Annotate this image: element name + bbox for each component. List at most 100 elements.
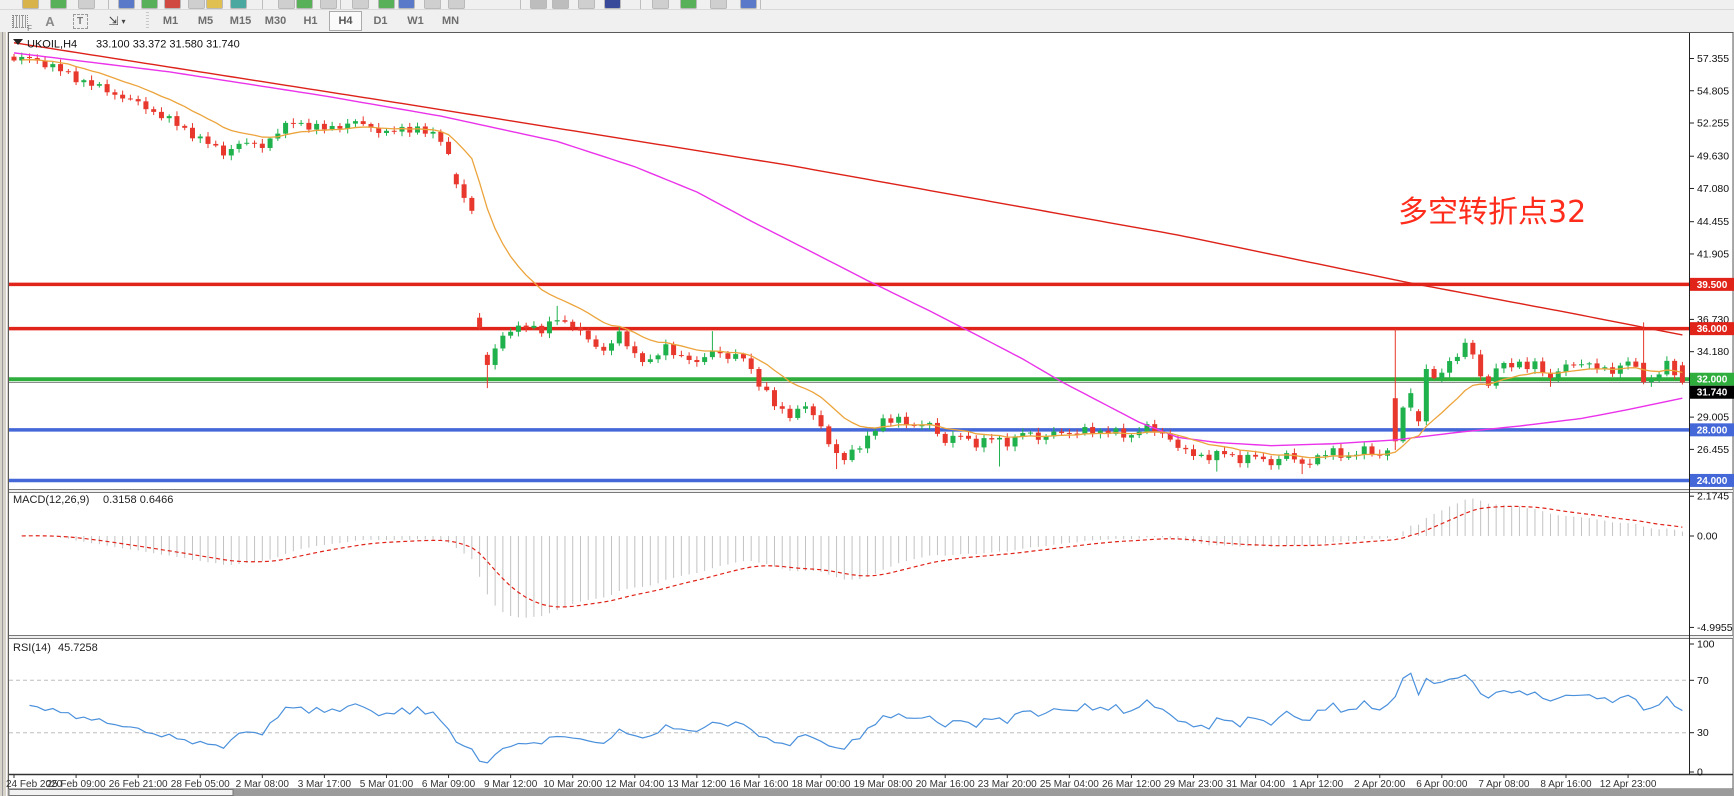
label-tool-button[interactable]: T xyxy=(66,11,94,32)
price-axis-label: 41.905 xyxy=(1697,248,1729,260)
timeframe-h4-button[interactable]: H4 xyxy=(329,11,362,31)
toolbar-icon-stub[interactable] xyxy=(652,0,669,9)
medium-ma-magenta xyxy=(13,52,1683,447)
arrows-tool-button[interactable]: ⇲ ▾ xyxy=(96,11,138,32)
dotted-frame-icon: F xyxy=(12,14,32,33)
toolbar-separator xyxy=(520,0,521,9)
date-axis-label: 25 Feb 09:00 xyxy=(47,779,106,790)
price-axis-label: 34.180 xyxy=(1697,346,1729,358)
text-tool-button[interactable]: A xyxy=(36,11,64,32)
price-axis-label: 54.805 xyxy=(1697,85,1729,97)
rsi-line xyxy=(29,672,1683,764)
date-axis-label: 9 Mar 12:00 xyxy=(484,779,538,790)
toolbar-icon-stub[interactable] xyxy=(78,0,95,9)
date-axis-label: 6 Mar 09:00 xyxy=(422,779,476,790)
toolbar-icon-stub[interactable] xyxy=(164,0,181,9)
timeframe-mn-button[interactable]: MN xyxy=(441,15,460,27)
toolbar-icon-stub[interactable] xyxy=(710,0,727,9)
slow-ma-red xyxy=(13,42,1683,336)
timeframe-m15-button[interactable]: M15 xyxy=(229,15,252,27)
chart-ohlc-label: 33.100 33.372 31.580 31.740 xyxy=(96,39,240,51)
price-level-tag-label: 24.000 xyxy=(1697,476,1728,487)
timeframe-h1-button[interactable]: H1 xyxy=(303,15,318,27)
date-axis-label: 18 Mar 00:00 xyxy=(792,779,851,790)
date-axis-label: 16 Mar 16:00 xyxy=(729,779,788,790)
macd-indicator-values: 0.3158 0.6466 xyxy=(103,494,173,506)
date-axis-label: 12 Mar 04:00 xyxy=(605,779,664,790)
macd-axis-label: -4.9955 xyxy=(1697,622,1733,634)
toolbar-icon-stub[interactable] xyxy=(740,0,757,9)
toolbar-icon-stub[interactable] xyxy=(206,0,223,9)
toolbar-icon-stub[interactable] xyxy=(578,0,595,9)
toolbar-icon-stub[interactable] xyxy=(188,0,205,9)
date-axis-label: 31 Mar 04:00 xyxy=(1226,779,1285,790)
toolbar-icon-stub[interactable] xyxy=(230,0,247,9)
toolbar-icon-stub[interactable] xyxy=(320,0,337,9)
price-level-tag-label: 28.000 xyxy=(1697,425,1728,436)
toolbar-icon-stub[interactable] xyxy=(604,0,621,9)
timeframe-w1-button[interactable]: W1 xyxy=(407,15,424,27)
toolbar-icon-stub[interactable] xyxy=(530,0,547,9)
horizontal-scrollbar-thumb[interactable] xyxy=(8,789,234,796)
toolbar-icon-stub[interactable] xyxy=(278,0,295,9)
rsi-indicator-label: RSI(14) xyxy=(13,642,51,654)
price-axis-label: 57.355 xyxy=(1697,53,1729,65)
timeframe-m30-button[interactable]: M30 xyxy=(264,15,287,27)
dropdown-caret-icon: ▾ xyxy=(121,16,126,26)
toolbar-separator xyxy=(146,12,149,30)
price-level-tag-31.740 xyxy=(1690,385,1734,399)
rsi-indicator-value: 45.7258 xyxy=(58,642,98,654)
price-axis-label: 26.455 xyxy=(1697,444,1729,456)
toolbar-icon-stub[interactable] xyxy=(118,0,135,9)
price-level-tag-label: 36.000 xyxy=(1697,324,1728,335)
toolbar-icon-stub[interactable] xyxy=(352,0,369,9)
toolbar-icon-stub[interactable] xyxy=(378,0,395,9)
date-axis-label: 19 Mar 08:00 xyxy=(854,779,913,790)
price-axis-label: 29.005 xyxy=(1697,412,1729,424)
timeframe-m1-button[interactable]: M1 xyxy=(162,15,179,27)
toolbar-icon-stub[interactable] xyxy=(680,0,697,9)
price-level-tag-28.000 xyxy=(1690,423,1734,437)
toolbar-icon-stub[interactable] xyxy=(448,0,465,9)
price-axis-label: 52.255 xyxy=(1697,118,1729,130)
date-axis-label: 7 Apr 08:00 xyxy=(1478,779,1530,790)
toolbar-icon-stub[interactable] xyxy=(22,0,39,9)
symbol-dropdown-icon[interactable] xyxy=(13,39,23,45)
timeframe-m5-button[interactable]: M5 xyxy=(197,15,214,27)
date-axis-label: 8 Apr 16:00 xyxy=(1540,779,1592,790)
price-level-tag-36.000 xyxy=(1690,322,1734,336)
date-axis-label: 13 Mar 12:00 xyxy=(667,779,726,790)
toolbar-separator xyxy=(760,0,761,9)
toolbar-icon-stub[interactable] xyxy=(50,0,67,9)
toolbar-separator xyxy=(440,0,441,9)
chart-annotation[interactable]: 多空转折点32 xyxy=(1398,195,1586,230)
toolbar-icon-stub[interactable] xyxy=(141,0,158,9)
timeframe-d1-button[interactable]: D1 xyxy=(373,15,388,27)
toolbar-icon-stub[interactable] xyxy=(552,0,569,9)
toolbar-icon-stub[interactable] xyxy=(398,0,415,9)
date-axis-label: 6 Apr 00:00 xyxy=(1416,779,1468,790)
rsi-axis-label: 70 xyxy=(1697,675,1709,687)
macd-axis-label: 0.00 xyxy=(1697,531,1718,543)
rsi-axis-label: 0 xyxy=(1697,767,1703,779)
toolbar-icon-stub[interactable] xyxy=(296,0,313,9)
toolbar-separator xyxy=(108,0,109,9)
chart-symbol-label: UKOIL,H4 xyxy=(27,39,77,51)
date-axis-label: 28 Feb 05:00 xyxy=(171,779,230,790)
macd-signal-line xyxy=(21,505,1683,608)
date-axis-label: 25 Mar 04:00 xyxy=(1040,779,1099,790)
date-axis-label: 23 Mar 20:00 xyxy=(978,779,1037,790)
date-axis-label: 3 Mar 17:00 xyxy=(298,779,352,790)
chart-area: 57.355 54.805 52.255 49.630 47.080 44.455 41.9… xyxy=(0,32,1734,796)
label-t-icon: T xyxy=(72,13,88,29)
toolbar-separator xyxy=(262,0,263,9)
date-axis-label: 10 Mar 20:00 xyxy=(543,779,602,790)
candles xyxy=(11,52,1685,475)
date-axis-label: 12 Apr 23:00 xyxy=(1600,779,1657,790)
quick-frame-tool-button[interactable]: F xyxy=(6,11,34,33)
price-level-tag-label: 39.500 xyxy=(1697,280,1728,291)
price-level-tag-24.000 xyxy=(1690,473,1734,487)
toolbar-icon-stub[interactable] xyxy=(424,0,441,9)
macd-axis-label: 2.1745 xyxy=(1697,491,1729,503)
date-axis-label: 26 Mar 12:00 xyxy=(1102,779,1161,790)
